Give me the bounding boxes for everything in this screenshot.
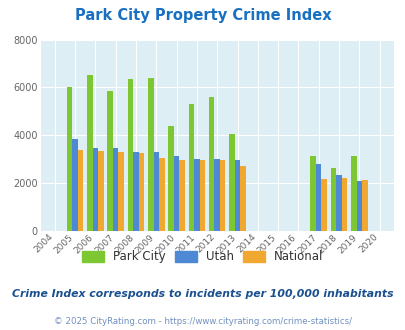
Bar	[315, 164, 321, 231]
Bar	[168, 126, 173, 231]
Bar	[188, 104, 194, 231]
Bar	[361, 180, 367, 231]
Bar	[330, 168, 335, 231]
Bar	[67, 87, 72, 231]
Bar	[321, 179, 326, 231]
Bar	[133, 152, 139, 231]
Bar	[179, 160, 184, 231]
Bar	[335, 175, 341, 231]
Text: Crime Index corresponds to incidents per 100,000 inhabitants: Crime Index corresponds to incidents per…	[12, 289, 393, 299]
Bar	[220, 160, 225, 231]
Bar	[310, 156, 315, 231]
Bar	[78, 150, 83, 231]
Legend: Park City, Utah, National: Park City, Utah, National	[79, 247, 326, 267]
Bar	[153, 152, 159, 231]
Bar	[229, 134, 234, 231]
Bar	[107, 91, 113, 231]
Text: © 2025 CityRating.com - https://www.cityrating.com/crime-statistics/: © 2025 CityRating.com - https://www.city…	[54, 317, 351, 326]
Bar	[87, 76, 92, 231]
Bar	[118, 152, 124, 231]
Bar	[350, 156, 356, 231]
Bar	[139, 153, 144, 231]
Bar	[128, 79, 133, 231]
Bar	[98, 151, 103, 231]
Bar	[159, 158, 164, 231]
Bar	[356, 181, 361, 231]
Bar	[92, 148, 98, 231]
Bar	[341, 178, 346, 231]
Text: Park City Property Crime Index: Park City Property Crime Index	[75, 8, 330, 23]
Bar	[113, 148, 118, 231]
Bar	[199, 160, 205, 231]
Bar	[194, 159, 199, 231]
Bar	[214, 159, 220, 231]
Bar	[72, 139, 78, 231]
Bar	[173, 156, 179, 231]
Bar	[234, 160, 240, 231]
Bar	[240, 166, 245, 231]
Bar	[209, 97, 214, 231]
Bar	[148, 78, 153, 231]
